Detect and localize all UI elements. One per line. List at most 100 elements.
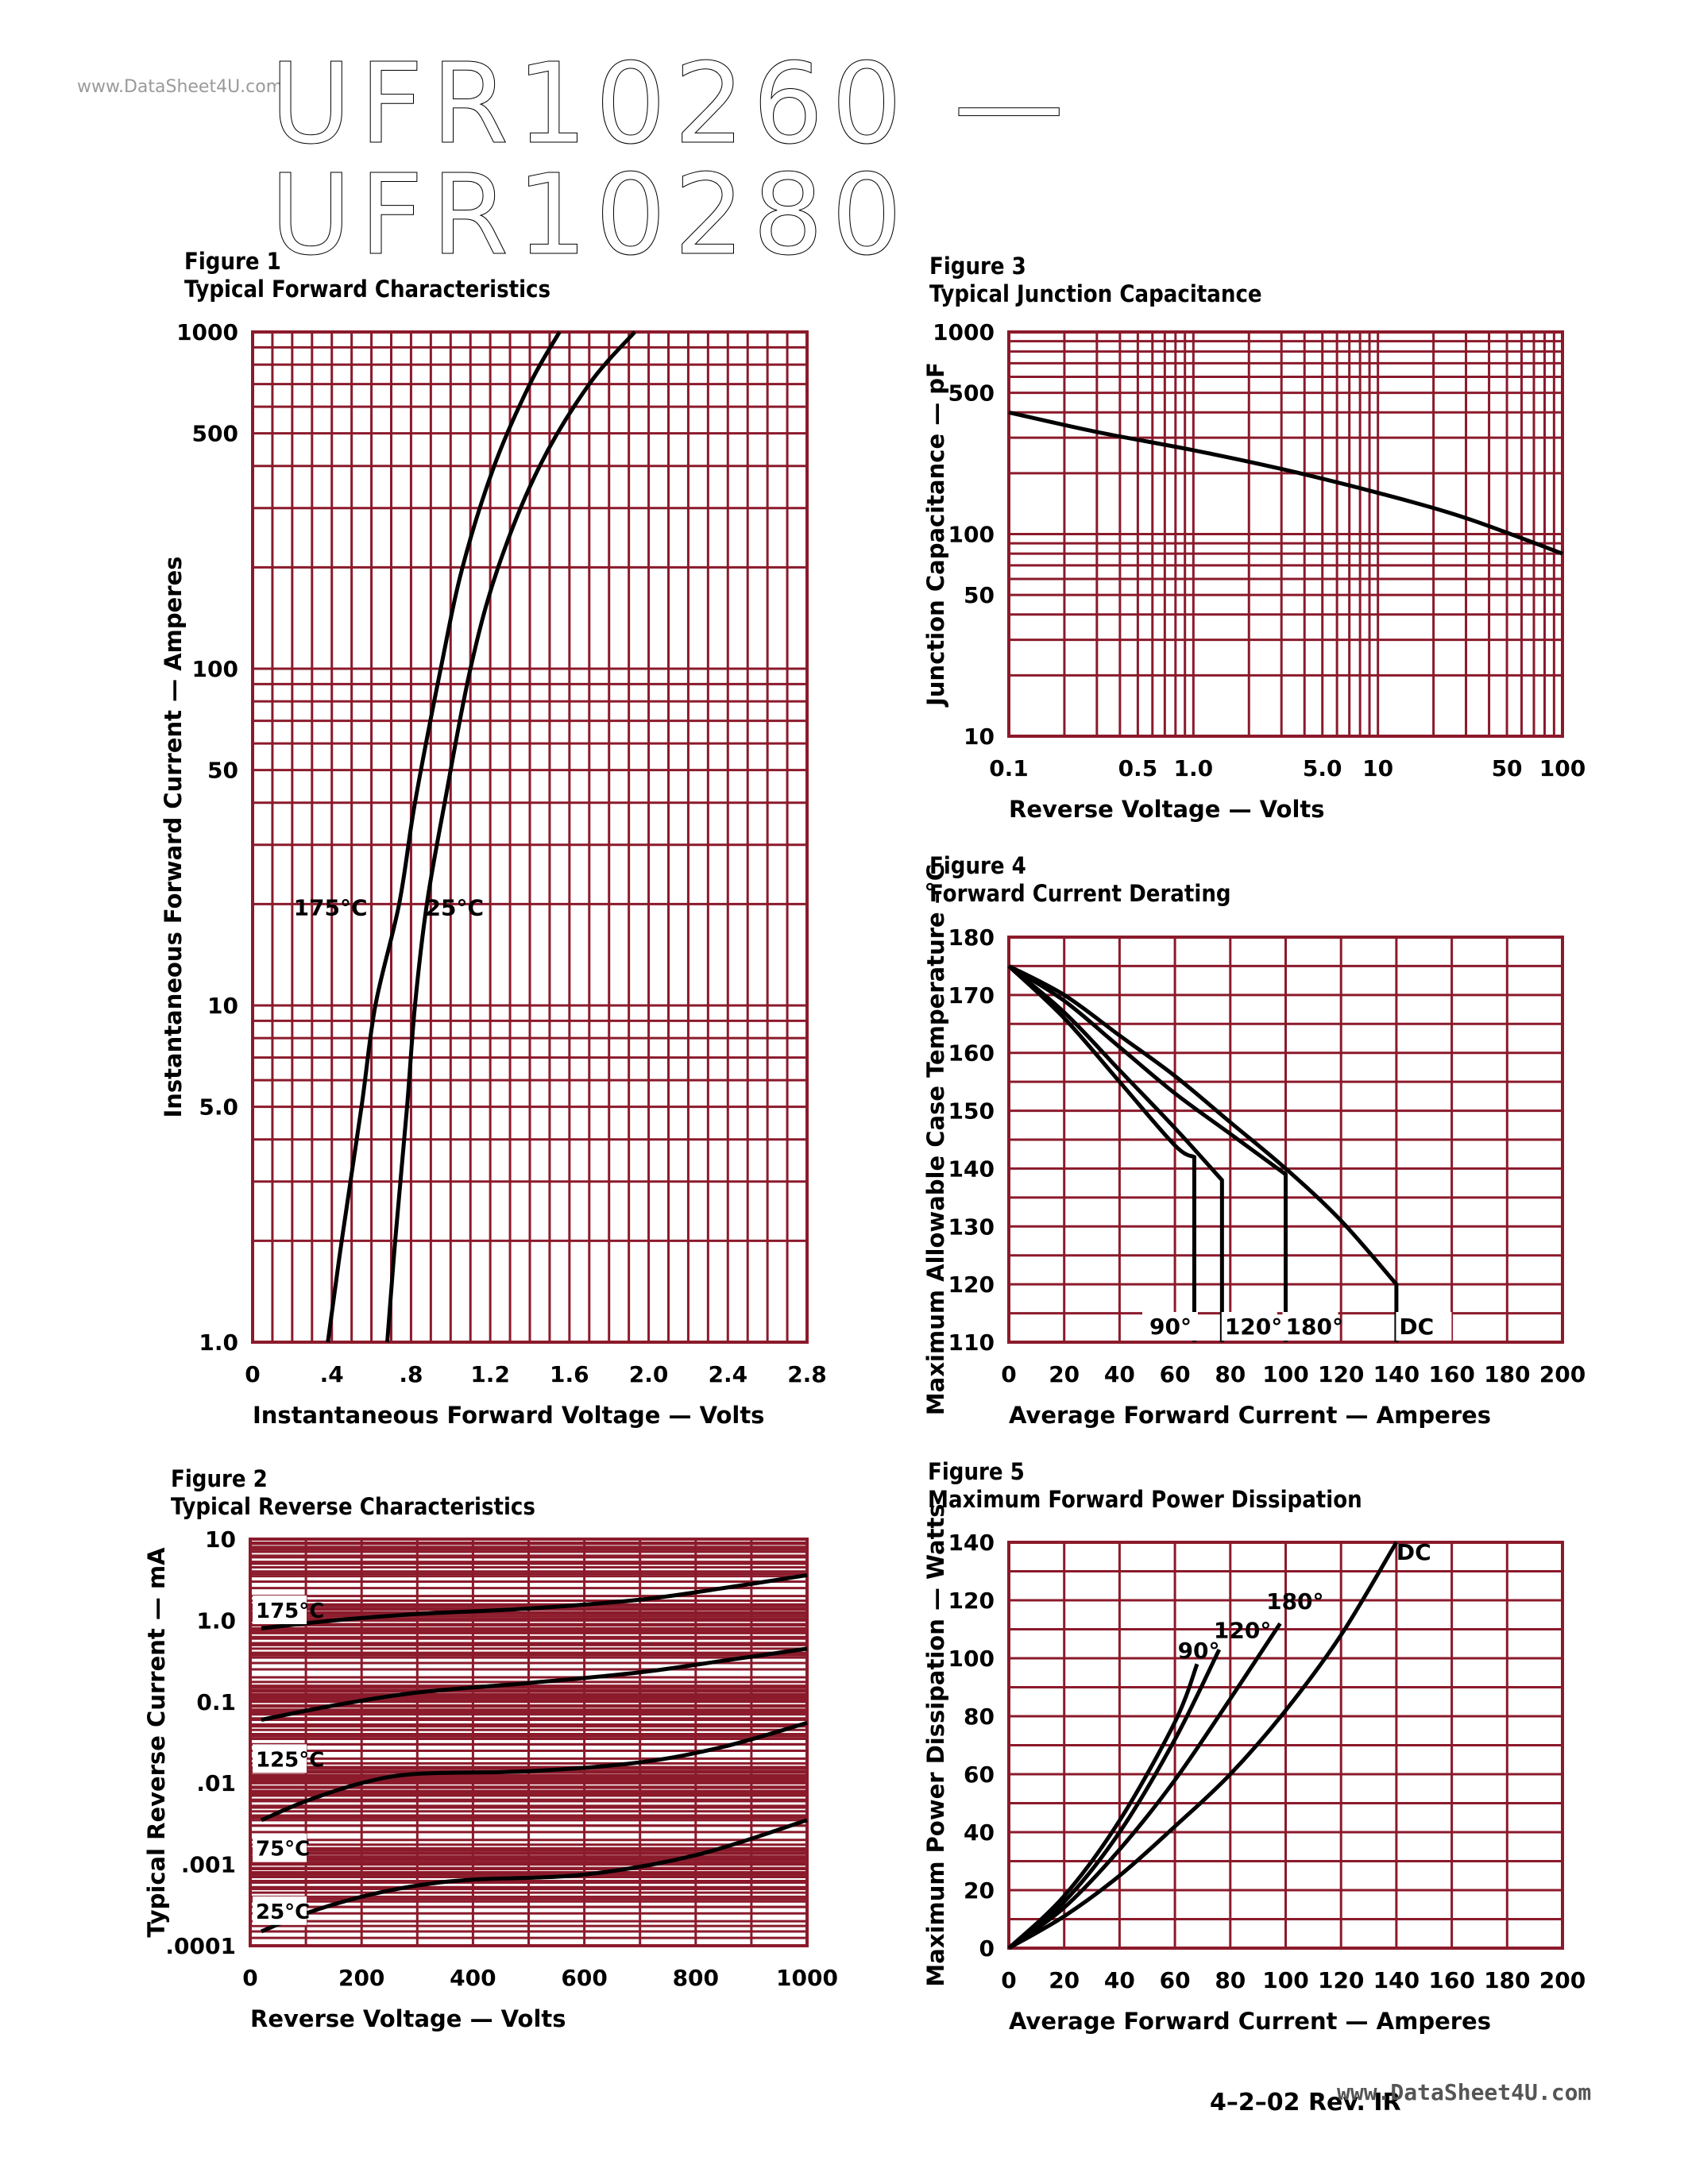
fig4-y-tick-label: 120 (948, 1271, 995, 1298)
fig4-series-label: 90° (1149, 1314, 1192, 1340)
fig4-series-label: 120° (1225, 1314, 1282, 1340)
fig2-y-tick-label: 0.1 (196, 1689, 236, 1715)
fig4-title: Forward Current Derating (929, 880, 1231, 907)
fig1-y-tick-label: 500 (192, 421, 238, 447)
fig3-y-axis-label: Junction Capacitance — pF (922, 362, 949, 708)
fig1-y-tick-label: 50 (207, 758, 238, 784)
fig2-y-axis-label: Typical Reverse Current — mA (143, 1547, 170, 1938)
fig1-series-line (326, 330, 562, 1343)
fig4-y-tick-label: 150 (948, 1098, 995, 1125)
fig5-y-axis-label: Maximum Power Dissipation — Watts (922, 1503, 949, 1986)
fig1-y-tick-label: 10 (207, 993, 238, 1019)
fig4-label: Figure 4 (929, 852, 1026, 879)
fig1-x-tick-label: 2.8 (787, 1361, 827, 1387)
fig5-x-tick-label: 180 (1484, 1967, 1530, 1993)
fig3-y-tick-label: 100 (948, 522, 995, 548)
fig4-label-bg (1396, 1312, 1452, 1341)
fig5-y-tick-label: 20 (964, 1877, 995, 1904)
fig2-y-tick-label: .01 (196, 1770, 236, 1796)
fig1-x-tick-label: 1.6 (550, 1361, 589, 1387)
fig2-y-tick-label: .001 (181, 1852, 236, 1878)
fig5-y-tick-label: 60 (964, 1761, 995, 1788)
fig1-y-tick-label: 1000 (176, 319, 238, 345)
fig4-x-tick-label: 120 (1318, 1361, 1364, 1387)
fig4-series-label: 180° (1286, 1314, 1343, 1340)
fig5-y-tick-label: 140 (948, 1530, 995, 1556)
fig4-x-tick-label: 0 (1001, 1361, 1016, 1387)
fig4-label-bg (1282, 1312, 1338, 1341)
fig4-series-line (1007, 964, 1224, 1342)
fig5-x-tick-label: 20 (1049, 1967, 1080, 1993)
fig1-series-label: 175°C (294, 895, 368, 921)
fig4-x-tick-label: 140 (1373, 1361, 1420, 1387)
fig5-series-label: 90° (1178, 1638, 1220, 1664)
fig3-y-tick-label: 10 (964, 723, 995, 750)
fig1-y-tick-label: 1.0 (199, 1329, 238, 1356)
fig3-x-axis-label: Reverse Voltage — Volts (1009, 796, 1325, 823)
fig4-x-tick-label: 180 (1484, 1361, 1530, 1387)
fig2-title: Typical Reverse Characteristics (171, 1493, 535, 1520)
fig1-x-tick-label: .8 (399, 1361, 423, 1387)
fig5-x-tick-label: 120 (1318, 1967, 1364, 1993)
fig2-chart: 0 200 400 600 800 1000 .0001 .001 .01 0.1 1.0 10 Rev… (143, 1526, 838, 2032)
fig4-series-line (1007, 964, 1196, 1342)
fig1-caption: Figure 1 Typical Forward Characteristics (184, 248, 550, 303)
fig4-y-tick-label: 170 (948, 982, 995, 1009)
fig2-frame (249, 1538, 809, 1947)
fig2-x-tick-label: 400 (450, 1965, 496, 1991)
fig2-label-bg (253, 1833, 307, 1862)
fig4-series-line (1007, 964, 1288, 1342)
fig2-series-label: 75°C (256, 1838, 310, 1862)
fig2-label-bg (253, 1596, 307, 1625)
fig4-y-tick-label: 180 (948, 924, 995, 951)
fig5-x-tick-label: 100 (1262, 1967, 1308, 1993)
fig5-series-label: DC (1396, 1539, 1431, 1565)
fig5-x-axis-label: Average Forward Current — Amperes (1009, 2008, 1491, 2035)
fig5-x-tick-label: 160 (1428, 1967, 1474, 1993)
fig2-x-tick-label: 800 (673, 1965, 719, 1991)
fig2-x-tick-label: 1000 (776, 1965, 838, 1991)
fig5-series-line (1007, 1541, 1399, 1951)
fig5-x-tick-label: 60 (1160, 1967, 1191, 1993)
watermark-bottom: www.DataSheet4U.com (1337, 2079, 1592, 2105)
fig2-y-tick-label: .0001 (165, 1933, 236, 1959)
fig3-frame (1007, 330, 1564, 738)
fig5-title: Maximum Forward Power Dissipation (928, 1486, 1362, 1513)
fig2-x-axis-label: Reverse Voltage — Volts (250, 2005, 566, 2032)
fig5-series-line (1007, 1622, 1282, 1951)
fig4-label-bg (1142, 1312, 1199, 1341)
fig4-x-tick-label: 20 (1049, 1361, 1080, 1387)
fig4-x-tick-label: 60 (1160, 1361, 1191, 1387)
fig2-label-bg (253, 1744, 307, 1773)
fig3-y-tick-label: 500 (948, 380, 995, 407)
fig4-y-tick-label: 130 (948, 1214, 995, 1240)
fig1-y-axis-label: Instantaneous Forward Current — Amperes (160, 556, 187, 1117)
fig4-series-label: DC (1399, 1314, 1434, 1340)
fig1-series-label: 25°C (426, 895, 485, 921)
fig4-chart: 0 20 40 60 80 100 120 140 160 180 200 110 120 130 140 1… (922, 864, 1586, 1429)
fig2-x-tick-label: 600 (561, 1965, 607, 1991)
fig2-label-bg (253, 1896, 307, 1925)
fig4-y-tick-label: 110 (948, 1329, 995, 1356)
fig2-series-line (261, 1572, 808, 1630)
fig5-x-tick-label: 200 (1539, 1967, 1586, 1993)
fig1-y-tick-label: 5.0 (199, 1094, 238, 1121)
fig5-y-tick-label: 100 (948, 1646, 995, 1672)
fig3-label: Figure 3 (929, 253, 1026, 280)
fig5-x-tick-label: 140 (1373, 1967, 1420, 1993)
fig3-x-tick-label: 0.5 (1118, 755, 1158, 781)
fig1-x-tick-label: 1.2 (470, 1361, 510, 1387)
fig4-label-bg (1221, 1312, 1277, 1341)
fig3-title: Typical Junction Capacitance (929, 280, 1262, 307)
fig5-y-tick-label: 0 (979, 1935, 995, 1962)
fig3-y-tick-label: 50 (964, 582, 995, 608)
fig3-x-tick-label: 5.0 (1303, 755, 1342, 781)
fig5-series-line (1007, 1648, 1222, 1950)
fig4-y-tick-label: 140 (948, 1156, 995, 1182)
fig3-x-tick-label: 100 (1539, 755, 1586, 781)
fig4-series-line (1007, 964, 1399, 1342)
fig3-x-tick-label: 50 (1492, 755, 1523, 781)
fig4-x-tick-label: 160 (1428, 1361, 1474, 1387)
fig1-series-line (385, 330, 637, 1343)
